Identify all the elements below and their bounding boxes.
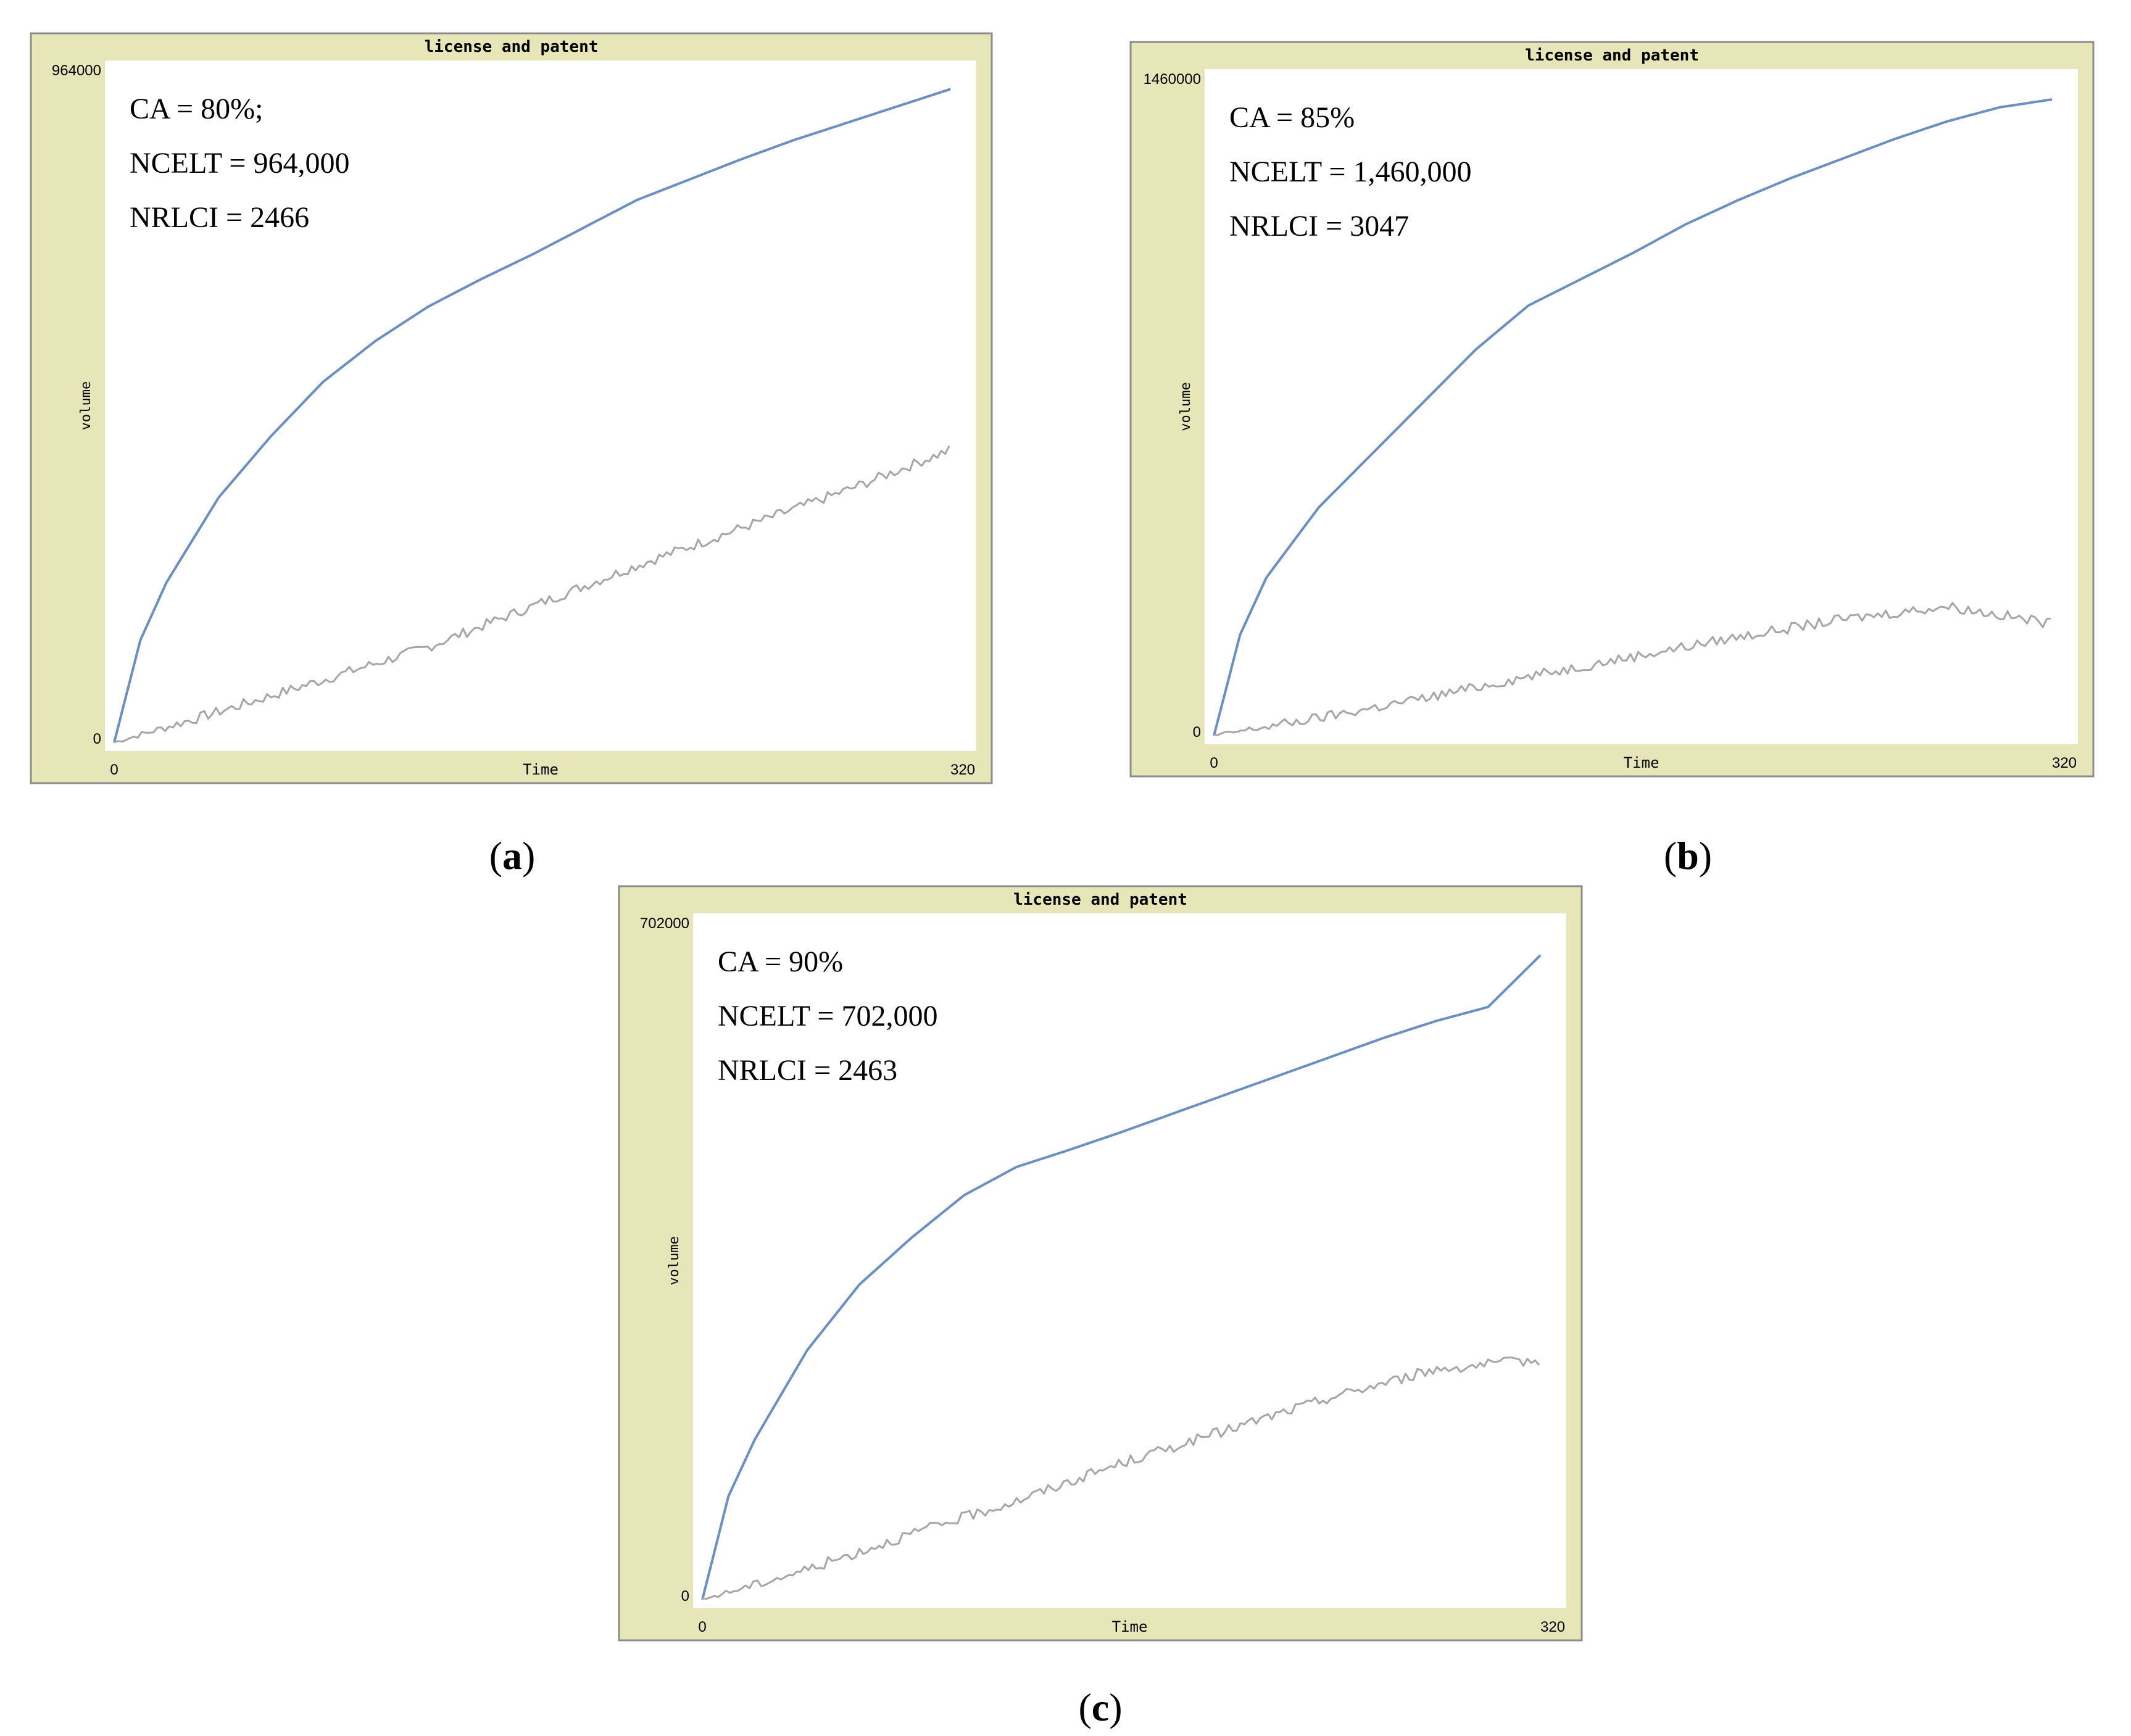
y-axis-label-b: volume xyxy=(1178,382,1194,431)
y-axis-label-a: volume xyxy=(78,381,94,430)
y-tick-min-b: 0 xyxy=(1193,724,1201,741)
y-tick-min-c: 0 xyxy=(681,1588,689,1605)
chart-svg-a: license and patent 964000 00 320 Time volume C… xyxy=(30,32,993,784)
panel-label-a-letter: a xyxy=(502,834,522,878)
plot-area-c xyxy=(693,913,1566,1608)
chart-title-b: license and patent xyxy=(1525,46,1699,65)
chart-panel-b: license and patent 1460000 0 0 320 Time volume… xyxy=(1129,41,2095,778)
panel-label-b-letter: b xyxy=(1677,834,1699,878)
chart-panel-a: license and patent 964000 0 0 320 Time volume C… xyxy=(30,32,993,784)
chart-svg-b: license and patent 1460000 00 320 Time volume… xyxy=(1129,41,2095,778)
panel-label-b: (b) xyxy=(1663,834,1713,878)
x-axis-label-b: Time xyxy=(1624,754,1660,771)
x-tick-min-a: 0 xyxy=(110,762,118,778)
panel-label-c: (c) xyxy=(1078,1685,1123,1729)
plot-area-a xyxy=(105,60,976,751)
annotation-a-2: NRLCI = 2466 xyxy=(130,201,309,234)
x-axis-label-a: Time xyxy=(523,761,559,778)
x-tick-max-a: 320 xyxy=(950,762,975,778)
series-line-gray-c xyxy=(702,1356,1540,1600)
x-tick-min-b: 0 xyxy=(1210,755,1218,771)
y-tick-max-c: 702000 xyxy=(640,915,689,932)
series-line-blue-a xyxy=(113,88,951,743)
annotation-c-2: NRLCI = 2463 xyxy=(718,1054,897,1087)
chart-title-a: license and patent xyxy=(425,38,599,56)
annotation-c-0: CA = 90% xyxy=(718,945,843,978)
panel-label-a: (a) xyxy=(489,834,536,878)
x-axis-label-c: Time xyxy=(1112,1618,1148,1635)
annotation-b-2: NRLCI = 3047 xyxy=(1229,210,1409,243)
plot-area-b xyxy=(1205,69,2078,744)
y-tick-min-a: 0 xyxy=(93,731,101,747)
series-line-gray-b xyxy=(1213,602,2051,736)
chart-panel-c: license and patent 702000 0 0 320 Time volume C… xyxy=(618,885,1583,1642)
panel-label-c-letter: c xyxy=(1091,1685,1110,1729)
x-tick-max-b: 320 xyxy=(2052,755,2077,771)
y-tick-max-b: 1460000 xyxy=(1144,71,1201,88)
y-axis-label-c: volume xyxy=(667,1236,682,1285)
annotation-a-1: NCELT = 964,000 xyxy=(130,147,349,180)
series-line-blue-c xyxy=(701,954,1542,1600)
annotation-b-0: CA = 85% xyxy=(1229,101,1355,134)
chart-svg-c: license and patent 702000 00 320 Time volume C… xyxy=(618,885,1583,1642)
series-line-blue-b xyxy=(1213,98,2053,736)
series-line-gray-a xyxy=(114,446,950,744)
annotation-a-0: CA = 80%; xyxy=(130,93,263,125)
chart-title-c: license and patent xyxy=(1013,891,1187,909)
annotation-b-1: NCELT = 1,460,000 xyxy=(1229,156,1471,188)
annotation-c-1: NCELT = 702,000 xyxy=(718,1000,937,1032)
y-tick-max-a: 964000 xyxy=(52,62,101,79)
x-tick-max-c: 320 xyxy=(1540,1619,1565,1635)
x-tick-min-c: 0 xyxy=(698,1619,706,1635)
